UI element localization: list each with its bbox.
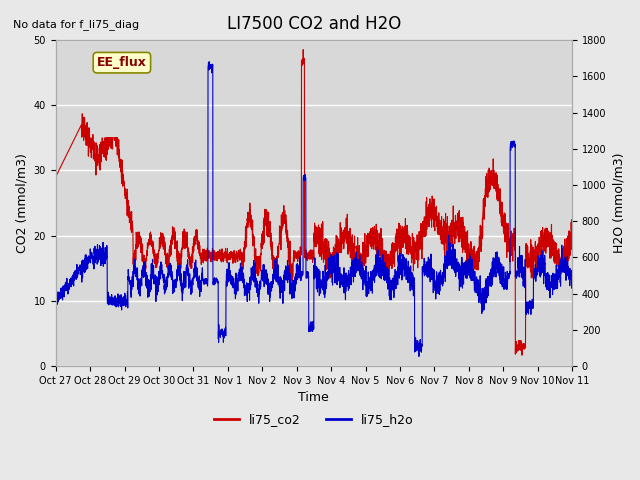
Text: No data for f_li75_diag: No data for f_li75_diag [13,19,139,30]
X-axis label: Time: Time [298,391,329,404]
Title: LI7500 CO2 and H2O: LI7500 CO2 and H2O [227,15,401,33]
Y-axis label: H2O (mmol/m3): H2O (mmol/m3) [612,153,625,253]
Legend: li75_co2, li75_h2o: li75_co2, li75_h2o [209,408,419,432]
Text: EE_flux: EE_flux [97,56,147,69]
Y-axis label: CO2 (mmol/m3): CO2 (mmol/m3) [15,153,28,253]
